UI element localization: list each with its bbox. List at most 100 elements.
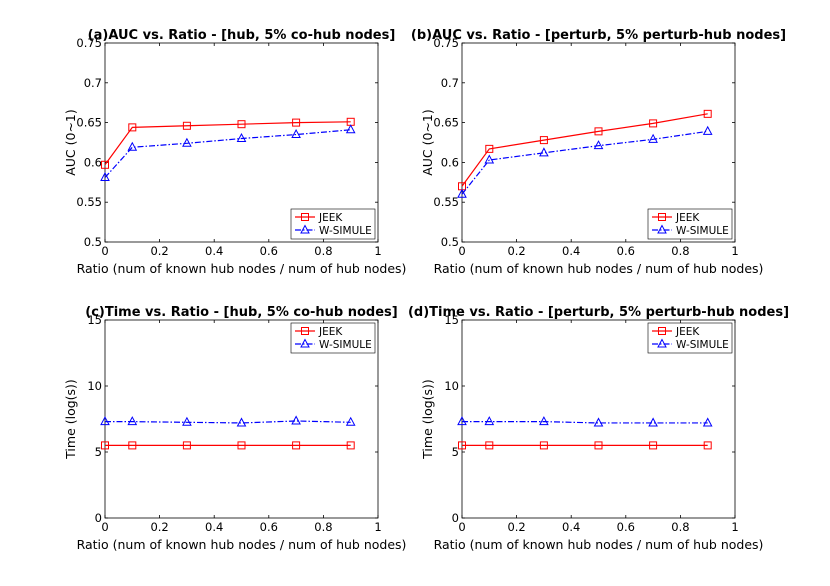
y-tick-label: 0.65 xyxy=(76,116,102,130)
x-axis-label: Ratio (num of known hub nodes / num of h… xyxy=(77,537,407,552)
x-tick-label: 0.6 xyxy=(617,520,635,534)
x-tick-label: 0.8 xyxy=(671,520,689,534)
y-tick-label: 0.55 xyxy=(76,195,102,209)
y-tick-label: 0.75 xyxy=(433,36,459,50)
legend-marker xyxy=(300,338,310,348)
y-tick-label: 0.65 xyxy=(433,116,459,130)
series-jeek xyxy=(101,441,355,450)
chart-title: (a)AUC vs. Ratio - [hub, 5% co-hub nodes… xyxy=(88,28,396,43)
x-tick-label: 0.6 xyxy=(260,244,278,258)
data-point xyxy=(594,127,603,136)
x-tick-label: 0.4 xyxy=(205,520,223,534)
x-tick-label: 0.8 xyxy=(671,244,689,258)
series-w-simule xyxy=(457,416,713,427)
data-point xyxy=(457,416,467,426)
data-point xyxy=(292,441,301,450)
x-tick-label: 0 xyxy=(458,520,465,534)
y-axis-label: Time (log(s)) xyxy=(420,379,435,460)
series-jeek xyxy=(458,441,712,450)
data-point xyxy=(127,416,138,426)
data-point xyxy=(702,417,713,427)
data-point xyxy=(649,119,658,128)
legend-marker xyxy=(300,224,310,234)
data-point xyxy=(648,133,658,143)
chart-panel-2: 0 0.2 0.4 0.6 0.8 1 0.5 0.55 0.6 0.65 0.7 0.75(b)AU… xyxy=(411,28,786,276)
data-point xyxy=(236,417,247,427)
legend-label: W-SIMULE xyxy=(676,339,729,351)
x-tick-label: 0.8 xyxy=(314,520,332,534)
data-point xyxy=(291,415,301,425)
y-tick-label: 5 xyxy=(95,445,102,459)
data-point xyxy=(100,171,110,182)
y-tick-label: 0.6 xyxy=(441,155,459,169)
data-point xyxy=(182,416,192,426)
y-axis-label: AUC (0~1) xyxy=(63,109,78,176)
x-tick-label: 0.8 xyxy=(314,244,332,258)
y-tick-label: 0.7 xyxy=(84,76,102,90)
data-point xyxy=(594,441,603,450)
x-tick-label: 1 xyxy=(374,244,381,258)
x-tick-label: 0.6 xyxy=(260,520,278,534)
series-line xyxy=(462,421,708,424)
series-w-simule xyxy=(100,124,356,182)
data-point xyxy=(291,128,301,139)
y-axis-label: Time (log(s)) xyxy=(63,379,78,460)
data-point xyxy=(457,188,467,198)
x-tick-label: 0 xyxy=(101,244,108,258)
data-point xyxy=(703,109,712,118)
legend-label: W-SIMULE xyxy=(676,225,729,237)
data-point xyxy=(593,140,604,150)
legend-label: JEEK xyxy=(318,212,343,224)
data-point xyxy=(101,441,109,450)
x-tick-label: 0 xyxy=(458,244,465,258)
chart-title: (b)AUC vs. Ratio - [perturb, 5% perturb-… xyxy=(411,28,786,43)
x-axis-label: Ratio (num of known hub nodes / num of h… xyxy=(434,537,764,552)
x-tick-label: 0.2 xyxy=(150,520,168,534)
data-point xyxy=(485,441,494,450)
data-point xyxy=(539,416,549,426)
data-point xyxy=(484,416,495,426)
data-point xyxy=(484,154,495,164)
series-w-simule xyxy=(457,125,713,198)
series-line xyxy=(104,121,351,166)
data-point xyxy=(292,118,301,127)
data-point xyxy=(182,441,191,450)
legend-marker xyxy=(658,327,666,335)
x-tick-label: 0.4 xyxy=(205,244,223,258)
x-tick-label: 0.2 xyxy=(150,244,168,258)
x-tick-label: 0 xyxy=(101,520,108,534)
data-point xyxy=(345,124,356,134)
x-tick-label: 0.6 xyxy=(617,244,635,258)
data-point xyxy=(539,147,549,157)
legend-marker xyxy=(658,213,666,221)
data-point xyxy=(703,441,712,450)
data-point xyxy=(702,125,713,135)
x-axis-label: Ratio (num of known hub nodes / num of h… xyxy=(434,261,764,276)
data-point xyxy=(237,120,246,129)
y-tick-label: 5 xyxy=(452,445,459,459)
data-point xyxy=(182,137,192,147)
legend-label: JEEK xyxy=(318,326,343,338)
series-line xyxy=(105,420,351,424)
y-tick-label: 15 xyxy=(87,313,102,327)
data-point xyxy=(539,441,548,450)
y-tick-label: 0 xyxy=(95,511,102,525)
y-tick-label: 0.55 xyxy=(433,195,459,209)
chart-title: (c)Time vs. Ratio - [hub, 5% co-hub node… xyxy=(85,305,398,320)
y-tick-label: 0.7 xyxy=(441,76,459,90)
x-tick-label: 0.4 xyxy=(562,520,580,534)
data-point xyxy=(100,416,110,426)
x-tick-label: 0.4 xyxy=(562,244,580,258)
y-tick-label: 0.6 xyxy=(84,155,102,169)
data-point xyxy=(648,417,658,427)
data-point xyxy=(649,441,658,450)
data-point xyxy=(345,416,356,426)
data-point xyxy=(539,136,548,145)
data-point xyxy=(237,441,246,450)
